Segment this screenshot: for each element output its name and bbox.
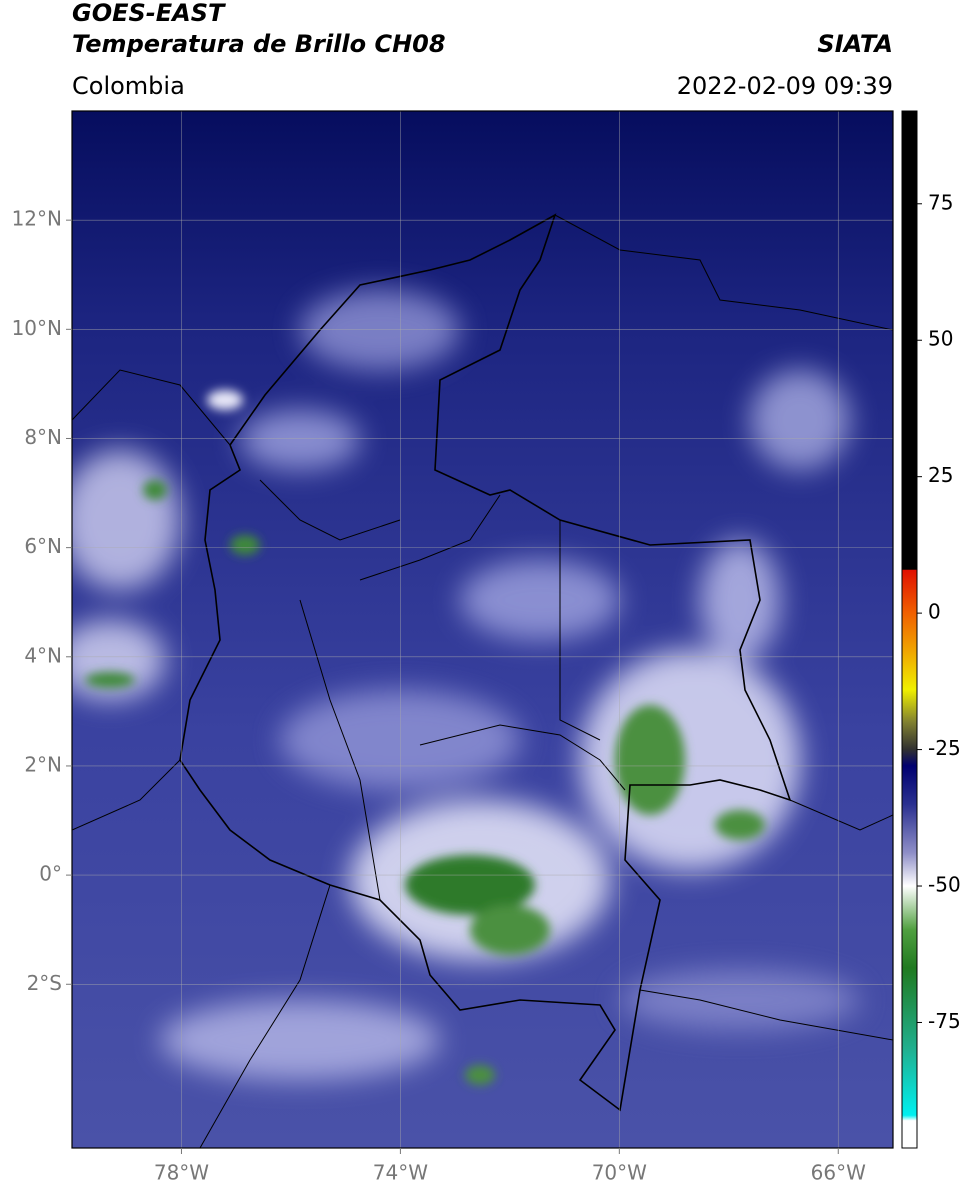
y-tick-label: 10°N xyxy=(12,316,62,340)
colorbar-tick-label: -75 xyxy=(928,1009,961,1033)
y-tick-label: 0° xyxy=(39,862,62,886)
x-tick-label: 74°W xyxy=(373,1161,428,1185)
colorbar-tick-label: -50 xyxy=(928,873,961,897)
title: Temperatura de Brillo CH08 xyxy=(72,30,446,58)
region: Colombia xyxy=(72,72,185,100)
colorbar-tick-label: -25 xyxy=(928,736,961,760)
y-tick-label: 2°N xyxy=(24,752,62,776)
map-frame xyxy=(71,110,894,1149)
colombia-border xyxy=(179,213,792,1112)
y-tick-label: 2°S xyxy=(27,971,62,995)
colorbar-tick-label: 0 xyxy=(928,600,941,624)
colorbar-tick-label: 75 xyxy=(928,190,953,214)
colorbar-tick-label: 50 xyxy=(928,327,953,351)
title: GOES-EAST xyxy=(72,0,226,27)
source: SIATA xyxy=(817,30,893,58)
timestamp: 2022-02-09 09:39 xyxy=(677,72,893,100)
y-tick-label: 6°N xyxy=(24,534,62,558)
x-tick-label: 70°W xyxy=(592,1161,647,1185)
satellite-image xyxy=(72,111,893,1148)
y-tick-label: 4°N xyxy=(24,643,62,667)
y-tick-label: 12°N xyxy=(12,207,62,231)
y-tick-label: 8°N xyxy=(24,425,62,449)
x-tick-label: 78°W xyxy=(154,1161,209,1185)
colorbar-tick-label: 25 xyxy=(928,463,953,487)
x-tick-label: 66°W xyxy=(811,1161,866,1185)
colorbar xyxy=(901,110,918,1149)
